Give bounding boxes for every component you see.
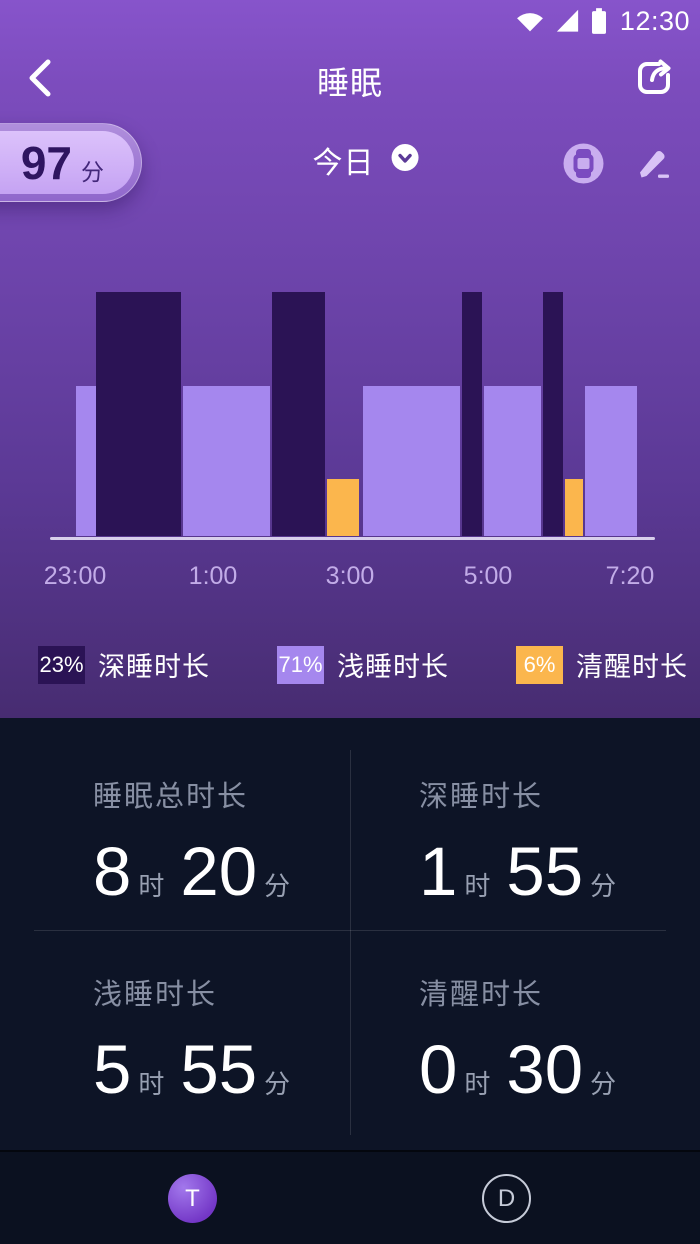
x-tick-label: 3:00	[325, 562, 375, 590]
minute-unit: 分	[590, 871, 617, 901]
chart-bar-awake	[565, 479, 583, 536]
cell-signal-icon	[554, 8, 581, 34]
chart-bar-light	[183, 386, 270, 536]
chart-bar-light	[585, 386, 637, 536]
status-time: 12:30	[619, 5, 690, 36]
chart-bar-deep	[462, 292, 482, 536]
divider	[350, 750, 351, 1135]
chart-legend: 23% 深睡时长 71% 浅睡时长 6% 清醒时长	[0, 645, 700, 684]
hour-unit: 时	[138, 1069, 165, 1099]
stat-minutes: 55	[506, 833, 584, 910]
chart-bar-light	[76, 386, 96, 536]
chart-bar-deep	[96, 292, 181, 536]
sleep-score-inner: 97 分	[0, 131, 134, 194]
stat-label: 浅睡时长	[93, 979, 218, 1011]
stat-minutes: 20	[180, 833, 258, 910]
stat-deep-sleep: 深睡时长 1 时 55 分	[419, 773, 632, 906]
chart-bar-deep	[272, 292, 325, 536]
stat-hours: 8	[93, 833, 132, 910]
stat-hours: 0	[419, 1031, 458, 1108]
chart-x-axis: 23:00 1:00 3:00 5:00 7:20	[44, 562, 655, 592]
minute-unit: 分	[590, 1069, 617, 1099]
date-selector[interactable]: 今日	[313, 138, 420, 182]
x-tick-label: 23:00	[43, 562, 107, 590]
chart-bar-light	[363, 386, 460, 536]
legend-label: 浅睡时长	[337, 652, 449, 682]
stat-label: 睡眠总时长	[93, 781, 249, 813]
stat-value: 8 时 20 分	[93, 837, 306, 906]
sleep-summary-panel: 12:30 睡眠 97 分	[0, 0, 700, 718]
device-button[interactable]	[560, 140, 606, 186]
chart-baseline	[50, 537, 655, 540]
stat-label: 清醒时长	[419, 979, 544, 1011]
stat-label: 深睡时长	[419, 781, 544, 813]
battery-icon	[590, 7, 608, 35]
stat-hours: 5	[93, 1031, 132, 1108]
legend-label: 深睡时长	[98, 652, 210, 682]
hour-unit: 时	[464, 1069, 491, 1099]
watch-icon	[563, 143, 603, 183]
legend-item: 6% 清醒时长	[516, 645, 688, 684]
stat-total-sleep: 睡眠总时长 8 时 20 分	[93, 773, 306, 906]
sleep-score-badge[interactable]: 97 分	[0, 123, 142, 202]
chart-bar-deep	[543, 292, 563, 536]
x-tick-label: 1:00	[188, 562, 238, 590]
hour-unit: 时	[138, 871, 165, 901]
page-title: 睡眠	[316, 65, 383, 101]
legend-swatch: 23%	[38, 645, 85, 684]
x-tick-label: 7:20	[605, 562, 655, 590]
sleep-score-value: 97	[20, 136, 72, 189]
divider	[34, 930, 666, 931]
stat-value: 1 时 55 分	[419, 837, 632, 906]
legend-swatch: 6%	[516, 645, 563, 684]
share-button[interactable]	[630, 54, 678, 102]
stat-minutes: 55	[180, 1031, 258, 1108]
chevron-down-icon	[391, 143, 420, 177]
chart-bar-awake	[327, 479, 359, 536]
bottom-nav: T D	[0, 1150, 700, 1244]
legend-item: 71% 浅睡时长	[277, 645, 449, 684]
x-tick-label: 5:00	[463, 562, 513, 590]
date-label: 今日	[312, 147, 375, 180]
sleep-phase-chart	[50, 292, 655, 540]
stat-awake-time: 清醒时长 0 时 30 分	[419, 971, 632, 1104]
hour-unit: 时	[464, 871, 491, 901]
stat-minutes: 30	[506, 1031, 584, 1108]
stat-value: 5 时 55 分	[93, 1035, 306, 1104]
minute-unit: 分	[264, 871, 291, 901]
header: 睡眠	[0, 42, 700, 116]
legend-item: 23% 深睡时长	[38, 645, 210, 684]
stats-panel: 睡眠总时长 8 时 20 分 深睡时长 1 时 55 分 浅睡时长 5 时 55	[0, 718, 700, 1244]
stat-hours: 1	[419, 833, 458, 910]
status-bar: 12:30	[0, 0, 700, 42]
back-button[interactable]	[18, 56, 62, 100]
legend-label: 清醒时长	[576, 652, 688, 682]
tab-t[interactable]: T	[168, 1174, 217, 1223]
stat-value: 0 时 30 分	[419, 1035, 632, 1104]
edit-button[interactable]	[630, 140, 676, 186]
minute-unit: 分	[264, 1069, 291, 1099]
legend-swatch: 71%	[277, 645, 324, 684]
tab-d[interactable]: D	[482, 1174, 531, 1223]
sleep-score-unit: 分	[81, 158, 104, 185]
wifi-icon	[515, 8, 545, 34]
chevron-left-icon	[29, 59, 51, 97]
chart-bar-light	[484, 386, 541, 536]
stat-light-sleep: 浅睡时长 5 时 55 分	[93, 971, 306, 1104]
pencil-icon	[640, 150, 669, 178]
share-icon	[638, 59, 671, 94]
